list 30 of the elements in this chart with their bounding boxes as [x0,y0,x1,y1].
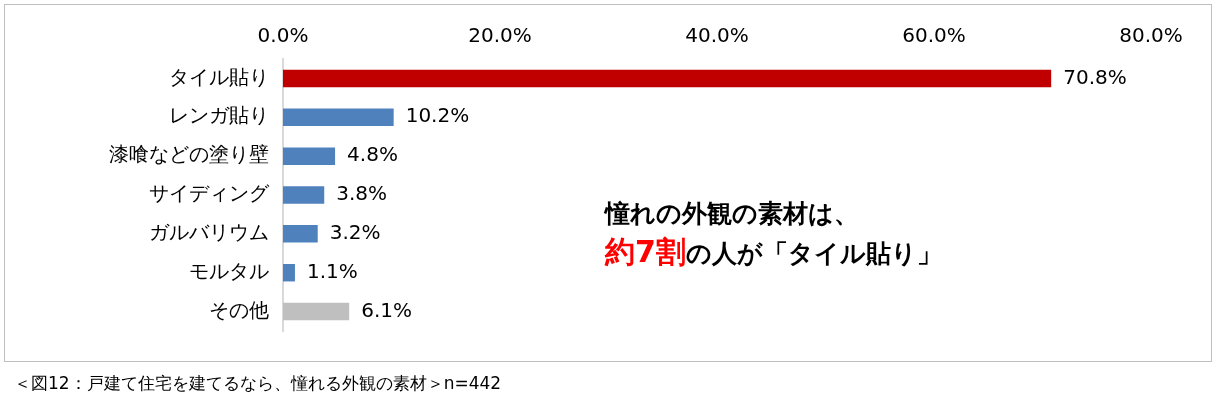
bar [283,69,1052,88]
y-tick-label: モルタル [189,258,269,283]
x-tick-label: 40.0% [685,23,749,48]
data-label: 6.1% [361,297,412,322]
data-label: 10.2% [405,103,470,128]
y-tick-label: レンガ貼り [169,103,269,128]
data-label: 3.2% [329,220,381,245]
data-label: 70.8% [1063,64,1127,89]
annotation: の人が「タイル貼り」 [685,239,942,268]
annotation: 憧れの外観の素材は、 [605,198,860,230]
y-tick-label: 漆喰などの塗り壁 [109,142,269,167]
text: ＜図12：戸建て住宅を建てるなら、憧れる外観の素材＞n=442 [14,372,502,395]
data-label: 3.8% [336,181,388,206]
x-tick-label: 60.0% [902,23,966,48]
bar [283,225,318,243]
x-tick-label: 20.0% [468,23,532,48]
data-label: 1.1% [306,258,358,283]
y-tick-label: タイル貼り [169,64,269,89]
bar [283,186,325,204]
y-tick-label: サイディング [149,181,270,206]
annotation: 約7割 [605,234,686,269]
bar [283,147,336,165]
x-tick-label: 0.0% [257,23,309,48]
y-tick-label: その他 [209,297,269,322]
bar [283,263,295,282]
data-label: 4.8% [347,142,398,167]
bar [283,302,350,321]
y-tick-label: ガルバリウム [149,220,269,245]
bar [283,108,394,127]
x-tick-label: 80.0% [1119,23,1183,48]
